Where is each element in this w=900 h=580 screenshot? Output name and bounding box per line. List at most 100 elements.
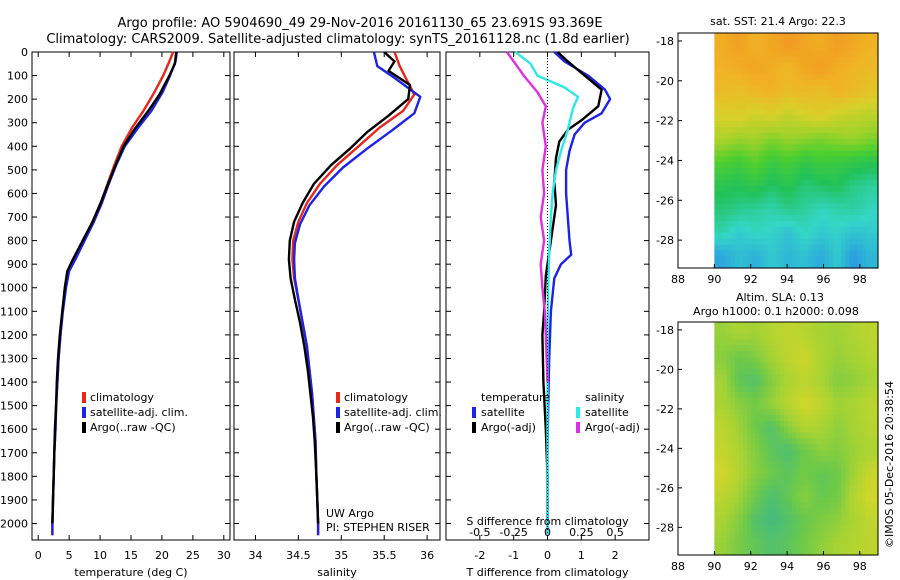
sst-cell <box>747 50 752 58</box>
sla-cell <box>865 391 871 399</box>
sst-cell <box>726 138 732 146</box>
sla-cell <box>828 525 834 533</box>
sst-cell <box>853 68 859 75</box>
sla-cell <box>763 520 769 527</box>
sla-cell <box>734 421 740 428</box>
sla-cell <box>792 345 797 352</box>
sla-cell <box>816 351 822 358</box>
sst-cell <box>771 174 777 181</box>
sla-cell <box>812 362 818 370</box>
sla-cell <box>767 496 773 504</box>
sla-ytick-label: -20 <box>656 363 674 376</box>
sst-cell <box>808 250 814 257</box>
sst-cell <box>759 80 765 87</box>
sla-cell <box>873 380 879 387</box>
sst-cell <box>747 162 752 169</box>
sst-cell <box>820 185 826 193</box>
sla-cell <box>841 496 846 504</box>
sla-cell <box>783 496 789 504</box>
sst-cell <box>771 244 777 251</box>
sla-cell <box>751 403 756 410</box>
sla-cell <box>726 386 732 393</box>
sst-cell <box>759 33 765 40</box>
sst-cell <box>718 121 724 128</box>
sla-cell <box>718 380 724 387</box>
sla-cell <box>869 485 875 492</box>
sla-cell <box>763 508 769 515</box>
sst-ytick-label: -20 <box>656 75 674 88</box>
sst-cell <box>857 144 863 152</box>
sst-cell <box>788 209 793 216</box>
sst-cell <box>841 56 846 63</box>
sla-cell <box>828 455 834 463</box>
sst-cell <box>869 33 875 40</box>
sla-cell <box>845 432 850 440</box>
sla-cell <box>755 426 760 434</box>
sla-cell <box>726 496 732 504</box>
sla-cell <box>816 444 822 451</box>
sla-cell <box>755 525 760 533</box>
sla-cell <box>816 432 822 440</box>
sla-cell <box>779 479 785 486</box>
sst-cell <box>771 62 777 69</box>
sla-cell <box>722 403 728 410</box>
sla-cell <box>747 415 752 422</box>
sst-cell <box>714 44 720 52</box>
sst-cell <box>788 256 793 263</box>
sst-cell <box>747 56 752 63</box>
sla-cell <box>743 450 748 457</box>
sst-cell <box>873 203 879 210</box>
sla-xtick-label: 98 <box>853 560 867 573</box>
sst-cell <box>771 97 777 105</box>
sst-cell <box>767 232 773 240</box>
sst-cell <box>824 174 830 181</box>
sla-cell <box>820 502 826 509</box>
sla-cell <box>775 467 781 475</box>
sst-cell <box>759 150 765 157</box>
sst-cell <box>808 262 814 269</box>
sla-cell <box>734 508 740 515</box>
sst-cell <box>828 50 834 58</box>
sla-cell <box>841 351 846 358</box>
sst-cell <box>779 174 785 181</box>
sla-cell <box>775 386 781 393</box>
sst-cell <box>730 191 736 199</box>
sla-cell <box>788 333 793 341</box>
sst-cell <box>722 138 728 146</box>
sla-cell <box>869 520 875 527</box>
sla-cell <box>718 531 724 539</box>
sst-cell <box>845 115 850 122</box>
sla-cell <box>726 467 732 475</box>
sst-cell <box>861 68 867 75</box>
sla-cell <box>820 362 826 370</box>
sst-cell <box>828 138 834 146</box>
sla-cell <box>775 432 781 440</box>
sla-cell <box>849 473 855 480</box>
sst-cell <box>730 85 736 93</box>
sla-cell <box>755 386 760 393</box>
sla-cell <box>796 467 801 475</box>
sla-cell <box>824 327 830 335</box>
sst-cell <box>857 44 863 52</box>
sla-cell <box>775 339 781 346</box>
sla-cell <box>730 461 736 469</box>
sla-cell <box>734 333 740 341</box>
sla-cell <box>853 543 859 550</box>
sla-cell <box>767 549 773 556</box>
sst-cell <box>763 132 769 140</box>
sla-cell <box>837 333 842 341</box>
sla-cell <box>808 397 814 405</box>
sla-cell <box>865 514 871 521</box>
sla-cell <box>738 432 744 440</box>
sla-cell <box>771 537 777 544</box>
sst-cell <box>873 221 879 228</box>
sla-cell <box>845 333 850 341</box>
sst-cell <box>722 221 728 228</box>
sla-cell <box>759 473 765 480</box>
sla-cell <box>722 549 728 556</box>
sla-cell <box>763 327 769 335</box>
sst-cell <box>861 80 867 87</box>
sla-cell <box>800 438 805 445</box>
sla-cell <box>718 490 724 498</box>
sst-cell <box>767 33 773 40</box>
